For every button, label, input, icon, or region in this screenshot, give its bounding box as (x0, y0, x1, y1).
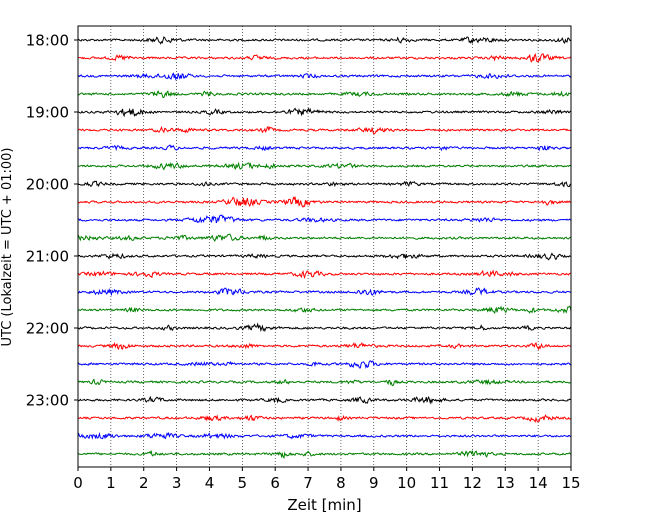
seismogram-trace (77, 107, 572, 118)
x-tick-label: 0 (73, 474, 83, 492)
seismogram-trace (77, 233, 572, 242)
x-tick-label: 6 (270, 474, 280, 492)
y-axis: 18:00 19:00 20:00 21:00 22:00 23:00 (26, 32, 78, 410)
seismogram-trace (77, 450, 572, 459)
x-tick-label: 5 (238, 474, 248, 492)
seismogram-trace (77, 378, 572, 387)
x-axis-label: Zeit [min] (287, 496, 361, 514)
x-tick-label: 13 (496, 474, 515, 492)
y-tick-label: 20:00 (26, 176, 69, 194)
x-tick-label: 11 (430, 474, 449, 492)
seismogram-trace (77, 341, 572, 351)
x-tick-label: 8 (336, 474, 346, 492)
x-tick-label: 12 (463, 474, 482, 492)
seismogram-trace (77, 144, 572, 152)
x-tick-label: 2 (139, 474, 149, 492)
seismogram-trace (77, 125, 572, 135)
seismogram-trace (77, 269, 572, 280)
seismogram-trace (77, 180, 572, 188)
y-axis-label: UTC (Lokalzeit = UTC + 01:00) (0, 148, 15, 347)
x-tick-label: 1 (106, 474, 116, 492)
seismogram-trace (77, 72, 572, 81)
y-tick-label: 18:00 (26, 32, 69, 50)
seismogram-trace (77, 252, 572, 261)
seismogram-trace (77, 161, 572, 171)
seismogram-trace (77, 395, 572, 405)
x-tick-label: 10 (397, 474, 416, 492)
seismogram-trace (77, 414, 572, 423)
y-tick-label: 19:00 (26, 104, 69, 122)
seismogram-trace (77, 431, 572, 440)
plot-frame (77, 25, 572, 468)
seismogram-trace (77, 53, 572, 63)
seismogram-trace (77, 287, 572, 297)
x-tick-label: 7 (303, 474, 313, 492)
seismogram-trace (77, 322, 572, 333)
seismogram-trace (77, 90, 572, 99)
y-tick-label: 22:00 (26, 320, 69, 338)
x-axis: 0 1 2 3 4 5 6 7 8 9 10 11 12 13 14 15 (73, 467, 581, 492)
y-tick-label: 23:00 (26, 392, 69, 410)
trace-layer (77, 36, 572, 459)
x-tick-label: 3 (172, 474, 182, 492)
y-tick-label: 21:00 (26, 248, 69, 266)
x-tick-label: 4 (205, 474, 215, 492)
seismogram-trace (77, 360, 572, 369)
seismogram-trace (77, 36, 572, 45)
x-tick-label: 9 (369, 474, 379, 492)
seismogram-trace (77, 196, 572, 208)
seismogram-trace (77, 305, 572, 314)
seismogram-trace (77, 214, 572, 224)
x-tick-label: 15 (561, 474, 580, 492)
x-tick-label: 14 (529, 474, 548, 492)
